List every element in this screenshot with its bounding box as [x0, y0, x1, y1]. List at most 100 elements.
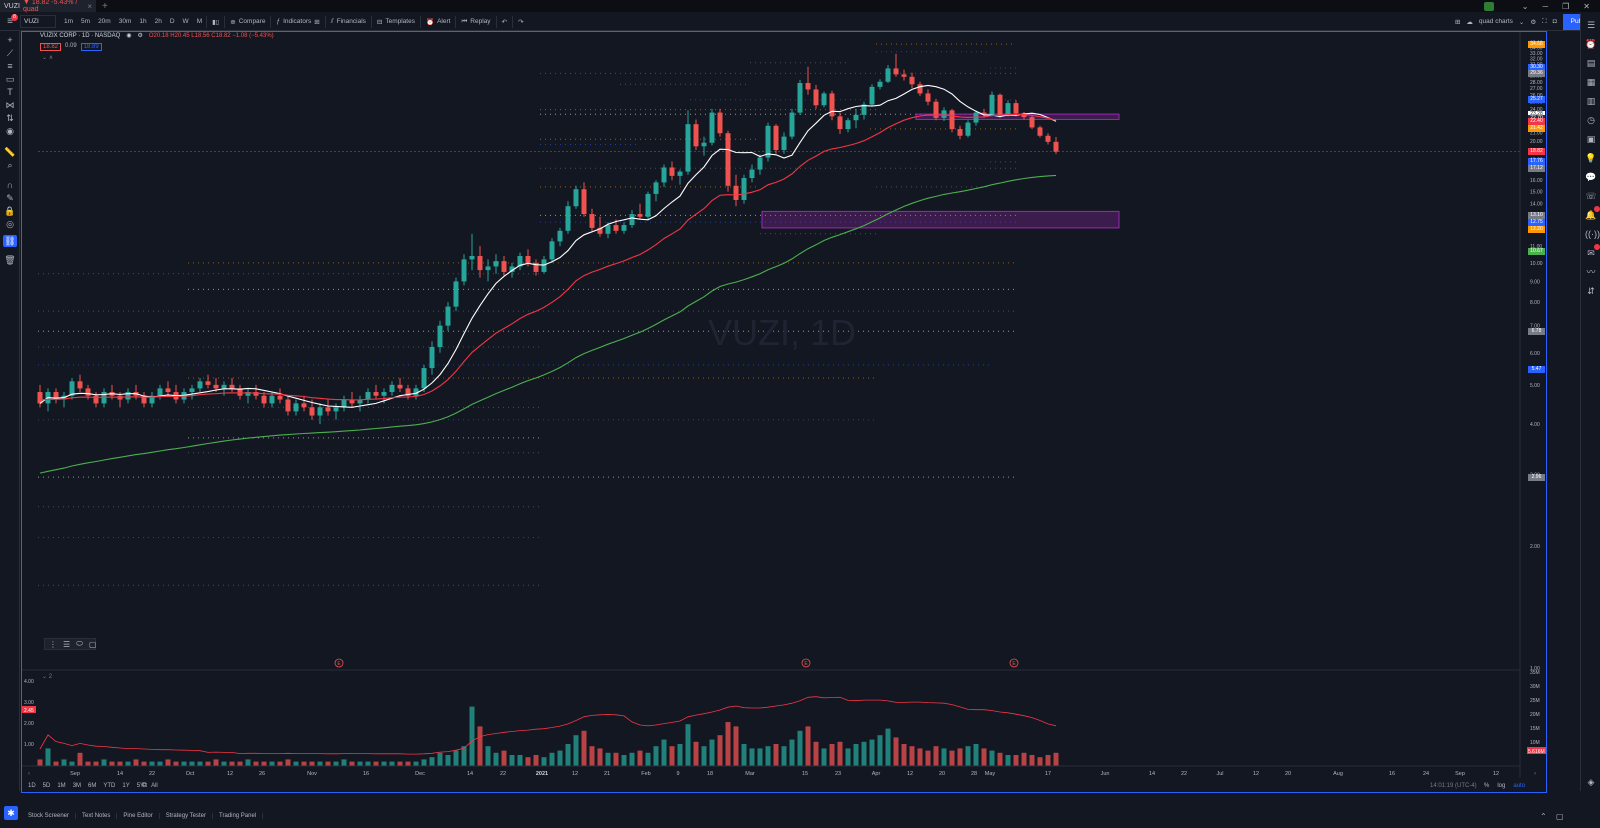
drag-handle-icon[interactable]: ⋮	[49, 639, 57, 649]
supply-demand-zones[interactable]	[761, 113, 1120, 229]
dom-icon[interactable]: ⇵	[1587, 286, 1595, 296]
menu-button[interactable]: ≡ 8	[0, 13, 20, 31]
sync-drawing-icon[interactable]: ⛓	[3, 235, 17, 247]
interval-2h[interactable]: 2h	[154, 18, 162, 25]
trendline-icon[interactable]: ⟋	[6, 48, 14, 58]
interval-W[interactable]: W	[182, 18, 189, 25]
new-tab-icon[interactable]: +	[102, 0, 108, 12]
scale-percent-button[interactable]: %	[1484, 783, 1490, 789]
collapse-panel-icon[interactable]: ⌃	[1540, 812, 1547, 821]
eye-icon[interactable]: ◉	[126, 33, 132, 39]
price-axis[interactable]: 35.0034.0033.0032.0031.0030.0029.0028.00…	[1519, 32, 1543, 778]
compare-button[interactable]: ⊕ Compare	[224, 15, 270, 28]
chat-icon[interactable]: 💬	[1585, 172, 1597, 182]
streams-icon[interactable]: ☏	[1585, 191, 1597, 201]
range-all[interactable]: All	[151, 783, 158, 789]
magnet-icon[interactable]: ∩	[6, 180, 14, 190]
interval-20m[interactable]: 20m	[98, 18, 111, 25]
list-icon[interactable]: ☰	[63, 639, 71, 649]
trash-icon[interactable]: 🗑	[4, 255, 16, 265]
interval-1h[interactable]: 1h	[139, 18, 147, 25]
layout-grid-icon[interactable]: ⊞	[1454, 18, 1461, 26]
symbol-description[interactable]: VUZIX CORP · 1D · NASDAQ	[40, 32, 121, 39]
range-1y[interactable]: 1Y	[122, 783, 130, 789]
broadcast-icon[interactable]: ((·))	[1585, 229, 1600, 239]
financials-button[interactable]: ⫽ Financials	[324, 15, 371, 28]
crosshair-icon[interactable]: +	[7, 35, 13, 45]
volume-pane-label[interactable]: ⌄ 2	[42, 673, 52, 680]
star-icon[interactable]: ✱	[4, 806, 18, 820]
zoom-icon[interactable]: ⌕	[7, 160, 13, 170]
lock-icon[interactable]: 🔒	[4, 206, 16, 216]
pencil-lock-icon[interactable]: ✎	[6, 193, 14, 203]
clock[interactable]: 14:01:19 (UTC-4)	[1430, 783, 1477, 789]
symbol-search-input[interactable]: VUZI	[20, 15, 56, 28]
bottom-tab-text-notes[interactable]: Text Notes	[76, 813, 118, 819]
news-icon[interactable]: ▣	[1586, 134, 1596, 144]
alert-button[interactable]: ⏰ Alert	[419, 15, 455, 28]
bottom-tab-trading-panel[interactable]: Trading Panel	[213, 813, 264, 819]
buy-price[interactable]: 18.89	[80, 43, 102, 51]
layers-icon[interactable]: ◈	[1587, 777, 1595, 787]
hotlists-icon[interactable]: ▦	[1586, 77, 1596, 87]
chevron-down-icon[interactable]: ⌄	[1521, 1, 1529, 11]
settings-gear-icon[interactable]: ⚙	[137, 33, 143, 39]
messages-icon[interactable]: ✉	[1585, 244, 1600, 259]
templates-button[interactable]: ⊟ Templates	[370, 15, 420, 28]
watchlist-icon[interactable]: ☰	[1586, 20, 1596, 30]
minimize-icon[interactable]: ─	[1542, 1, 1549, 11]
range-3m[interactable]: 3M	[72, 783, 82, 789]
bottom-tab-strategy-tester[interactable]: Strategy Tester	[160, 813, 213, 819]
maximize-icon[interactable]: ❐	[1562, 1, 1570, 11]
range-1d[interactable]: 1D	[28, 783, 36, 789]
settings-gear-icon[interactable]: ⚙	[1530, 18, 1537, 26]
notifications-icon[interactable]: 🔔	[1585, 206, 1600, 221]
text-icon[interactable]: T	[7, 87, 13, 97]
range-5y[interactable]: 5Y	[136, 783, 145, 789]
pulse-icon[interactable]: 〰	[1586, 267, 1596, 277]
prediction-icon[interactable]: ⇅	[6, 113, 14, 123]
patterns-icon[interactable]: ⋈	[5, 100, 15, 110]
browser-tab[interactable]: VUZI ▼ 18.82 -5.43% / quad ×	[0, 0, 96, 13]
maximize-panel-icon[interactable]: ▢	[1556, 812, 1564, 821]
layout-name[interactable]: quad charts	[1478, 18, 1513, 25]
interval-1m[interactable]: 1m	[64, 18, 74, 25]
fib-icon[interactable]: ≡	[7, 61, 13, 71]
interval-5m[interactable]: 5m	[81, 18, 91, 25]
clock-icon[interactable]: ◷	[1587, 115, 1595, 125]
alerts-icon[interactable]: ⏰	[1585, 39, 1597, 49]
calendar-icon[interactable]: ▥	[1586, 96, 1596, 106]
undo-button[interactable]: ↶	[495, 15, 512, 28]
hide-icon[interactable]: ◎	[6, 219, 14, 229]
fullscreen-icon[interactable]: ⛶	[1542, 17, 1547, 25]
indicators-button[interactable]: ƒ Indicators ⊞	[270, 15, 324, 28]
range-6m[interactable]: 6M	[88, 783, 97, 789]
ideas-icon[interactable]: 💡	[1585, 153, 1597, 163]
tab-close-icon[interactable]: ×	[87, 1, 92, 11]
range-5d[interactable]: 5D	[42, 783, 51, 789]
eye-icon[interactable]: ◉	[6, 126, 14, 136]
time-axis[interactable]: Sep 14 22 Oct 12 26 Nov 16 Dec 14 22 2021 12 21 Feb 9 18…	[22, 765, 1536, 777]
goto-date-icon[interactable]: ⧉	[142, 782, 147, 789]
bottom-tab-pine-editor[interactable]: Pine Editor	[117, 813, 160, 819]
chevron-down-icon[interactable]: ⌄	[1518, 18, 1525, 26]
chart-type-button[interactable]: ▮▯	[206, 15, 224, 28]
rectangle-icon[interactable]: ▢	[89, 639, 97, 649]
sell-price[interactable]: 18.82	[40, 43, 62, 51]
range-1m[interactable]: 1M	[57, 783, 66, 789]
scale-log-button[interactable]: log	[1497, 783, 1506, 789]
collapse-indicators-icon[interactable]: ⌄ ∧	[42, 55, 54, 61]
redo-button[interactable]: ↷	[511, 15, 528, 28]
close-window-icon[interactable]: ✕	[1583, 1, 1590, 11]
ellipse-icon[interactable]: ⬭	[76, 639, 84, 648]
camera-icon[interactable]: ◘	[1552, 18, 1557, 25]
interval-M[interactable]: M	[196, 18, 203, 25]
bottom-tab-stock-screener[interactable]: Stock Screener	[22, 813, 77, 819]
data-window-icon[interactable]: ▤	[1586, 58, 1596, 68]
interval-D[interactable]: D	[169, 18, 175, 25]
range-ytd[interactable]: YTD	[103, 783, 116, 789]
replay-button[interactable]: ⏮ Replay	[455, 15, 495, 28]
interval-30m[interactable]: 30m	[118, 18, 132, 25]
